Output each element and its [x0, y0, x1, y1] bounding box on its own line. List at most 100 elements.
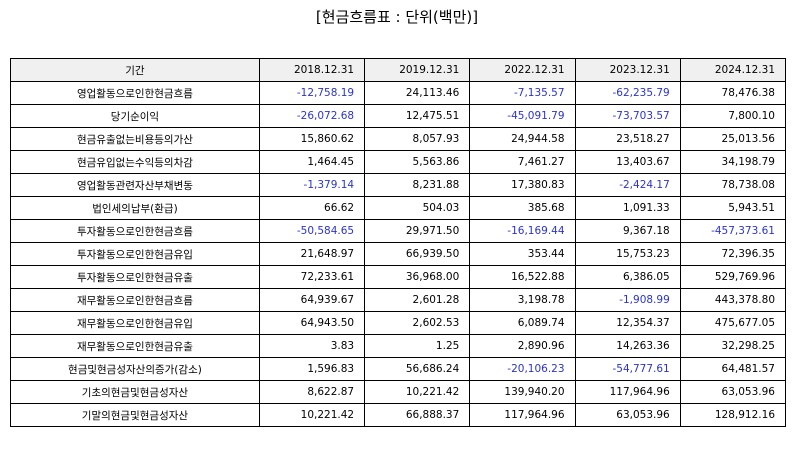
table-row: 현금유입없는수익등의차감 1,464.45 5,563.86 7,461.27 13,4… — [10, 150, 787, 174]
table-row: 현금유출없는비용등의가산 15,860.62 8,057.93 24,944.58 23… — [10, 127, 787, 151]
value-cell: -457,373.61 — [679, 219, 787, 243]
page-title: [현금흐름표 : 단위(백만)] — [315, 8, 479, 26]
table-row: 재무활동으로인한현금유출 3.83 1.25 2,890.96 14,263.36 32,… — [10, 334, 787, 358]
row-label: 재무활동으로인한현금흐름 — [10, 288, 260, 312]
value-cell: 66,939.50 — [364, 242, 471, 266]
value-cell: 64,939.67 — [258, 288, 366, 312]
value-cell: 10,221.42 — [364, 380, 471, 404]
value-cell: 24,944.58 — [469, 127, 576, 151]
row-label: 재무활동으로인한현금유출 — [10, 334, 260, 358]
row-label: 재무활동으로인한현금유입 — [10, 311, 260, 335]
value-cell: 14,263.36 — [574, 334, 681, 358]
table-row: 기말의현금및현금성자산 10,221.42 66,888.37 117,964.96 6… — [10, 403, 787, 427]
value-cell: 25,013.56 — [679, 127, 787, 151]
table-row: 투자활동으로인한현금유출 72,233.61 36,968.00 16,522.88 6… — [10, 265, 787, 289]
value-cell: 16,522.88 — [469, 265, 576, 289]
table-row: 당기순이익 -26,072.68 12,475.51 -45,091.79 -73,70… — [10, 104, 787, 128]
value-cell: -45,091.79 — [469, 104, 576, 128]
value-cell: 3,198.78 — [469, 288, 576, 312]
table-header-row: 기간 2018.12.31 2019.12.31 2022.12.31 2023… — [10, 58, 787, 82]
value-cell: -20,106.23 — [469, 357, 576, 381]
value-cell: -54,777.61 — [574, 357, 681, 381]
value-cell: 8,231.88 — [364, 173, 471, 197]
value-cell: 63,053.96 — [574, 403, 681, 427]
row-label: 현금및현금성자산의증가(감소) — [10, 357, 260, 381]
table-row: 기초의현금및현금성자산 8,622.87 10,221.42 139,940.20 11… — [10, 380, 787, 404]
value-cell: 385.68 — [469, 196, 576, 220]
value-cell: 5,563.86 — [364, 150, 471, 174]
value-cell: 6,386.05 — [574, 265, 681, 289]
value-cell: -1,379.14 — [258, 173, 366, 197]
value-cell: 36,968.00 — [364, 265, 471, 289]
value-cell: 2,601.28 — [364, 288, 471, 312]
table-row: 법인세의납부(환급) 66.62 504.03 385.68 1,091.33 5,943… — [10, 196, 787, 220]
value-cell: 63,053.96 — [679, 380, 787, 404]
value-cell: 1.25 — [364, 334, 471, 358]
value-cell: 2,890.96 — [469, 334, 576, 358]
value-cell: -16,169.44 — [469, 219, 576, 243]
row-label: 영업활동관련자산부채변동 — [10, 173, 260, 197]
value-cell: 32,298.25 — [679, 334, 787, 358]
value-cell: 78,738.08 — [679, 173, 787, 197]
value-cell: 3.83 — [258, 334, 366, 358]
value-cell: -62,235.79 — [574, 81, 681, 105]
value-cell: 1,464.45 — [258, 150, 366, 174]
value-cell: 13,403.67 — [574, 150, 681, 174]
value-cell: 29,971.50 — [364, 219, 471, 243]
table-row: 투자활동으로인한현금유입 21,648.97 66,939.50 353.44 15,7… — [10, 242, 787, 266]
row-label: 현금유출없는비용등의가산 — [10, 127, 260, 151]
row-label: 투자활동으로인한현금유출 — [10, 265, 260, 289]
value-cell: 5,943.51 — [679, 196, 787, 220]
value-cell: -2,424.17 — [574, 173, 681, 197]
value-cell: 56,686.24 — [364, 357, 471, 381]
value-cell: 7,800.10 — [679, 104, 787, 128]
value-cell: 529,769.96 — [679, 265, 787, 289]
value-cell: -1,908.99 — [574, 288, 681, 312]
table-row: 재무활동으로인한현금유입 64,943.50 2,602.53 6,089.74 12,… — [10, 311, 787, 335]
table-row: 재무활동으로인한현금흐름 64,939.67 2,601.28 3,198.78 -1,… — [10, 288, 787, 312]
value-cell: 17,380.83 — [469, 173, 576, 197]
cash-flow-table: 기간 2018.12.31 2019.12.31 2022.12.31 2023… — [10, 58, 787, 427]
value-cell: 1,091.33 — [574, 196, 681, 220]
value-cell: 8,622.87 — [258, 380, 366, 404]
row-label: 투자활동으로인한현금흐름 — [10, 219, 260, 243]
value-cell: -26,072.68 — [258, 104, 366, 128]
value-cell: -73,703.57 — [574, 104, 681, 128]
value-cell: 504.03 — [364, 196, 471, 220]
value-cell: 64,943.50 — [258, 311, 366, 335]
header-period: 2022.12.31 — [469, 58, 576, 82]
value-cell: 8,057.93 — [364, 127, 471, 151]
row-label: 기말의현금및현금성자산 — [10, 403, 260, 427]
value-cell: 117,964.96 — [469, 403, 576, 427]
value-cell: 139,940.20 — [469, 380, 576, 404]
value-cell: 10,221.42 — [258, 403, 366, 427]
value-cell: 66.62 — [258, 196, 366, 220]
value-cell: 72,233.61 — [258, 265, 366, 289]
row-label: 영업활동으로인한현금흐름 — [10, 81, 260, 105]
value-cell: 353.44 — [469, 242, 576, 266]
row-label: 법인세의납부(환급) — [10, 196, 260, 220]
header-period: 2018.12.31 — [258, 58, 366, 82]
value-cell: 2,602.53 — [364, 311, 471, 335]
table-body: 영업활동으로인한현금흐름 -12,758.19 24,113.46 -7,135.57… — [10, 81, 787, 427]
value-cell: 1,596.83 — [258, 357, 366, 381]
value-cell: 23,518.27 — [574, 127, 681, 151]
value-cell: 128,912.16 — [679, 403, 787, 427]
table-row: 영업활동으로인한현금흐름 -12,758.19 24,113.46 -7,135.57… — [10, 81, 787, 105]
value-cell: -7,135.57 — [469, 81, 576, 105]
value-cell: 24,113.46 — [364, 81, 471, 105]
row-label: 기초의현금및현금성자산 — [10, 380, 260, 404]
value-cell: 15,753.23 — [574, 242, 681, 266]
value-cell: 6,089.74 — [469, 311, 576, 335]
header-period: 2024.12.31 — [679, 58, 787, 82]
value-cell: 78,476.38 — [679, 81, 787, 105]
table-row: 투자활동으로인한현금흐름 -50,584.65 29,971.50 -16,169.4… — [10, 219, 787, 243]
value-cell: -12,758.19 — [258, 81, 366, 105]
value-cell: 66,888.37 — [364, 403, 471, 427]
value-cell: 34,198.79 — [679, 150, 787, 174]
table-row: 현금및현금성자산의증가(감소) 1,596.83 56,686.24 -20,106.… — [10, 357, 787, 381]
value-cell: 12,475.51 — [364, 104, 471, 128]
value-cell: 64,481.57 — [679, 357, 787, 381]
value-cell: 15,860.62 — [258, 127, 366, 151]
value-cell: 117,964.96 — [574, 380, 681, 404]
